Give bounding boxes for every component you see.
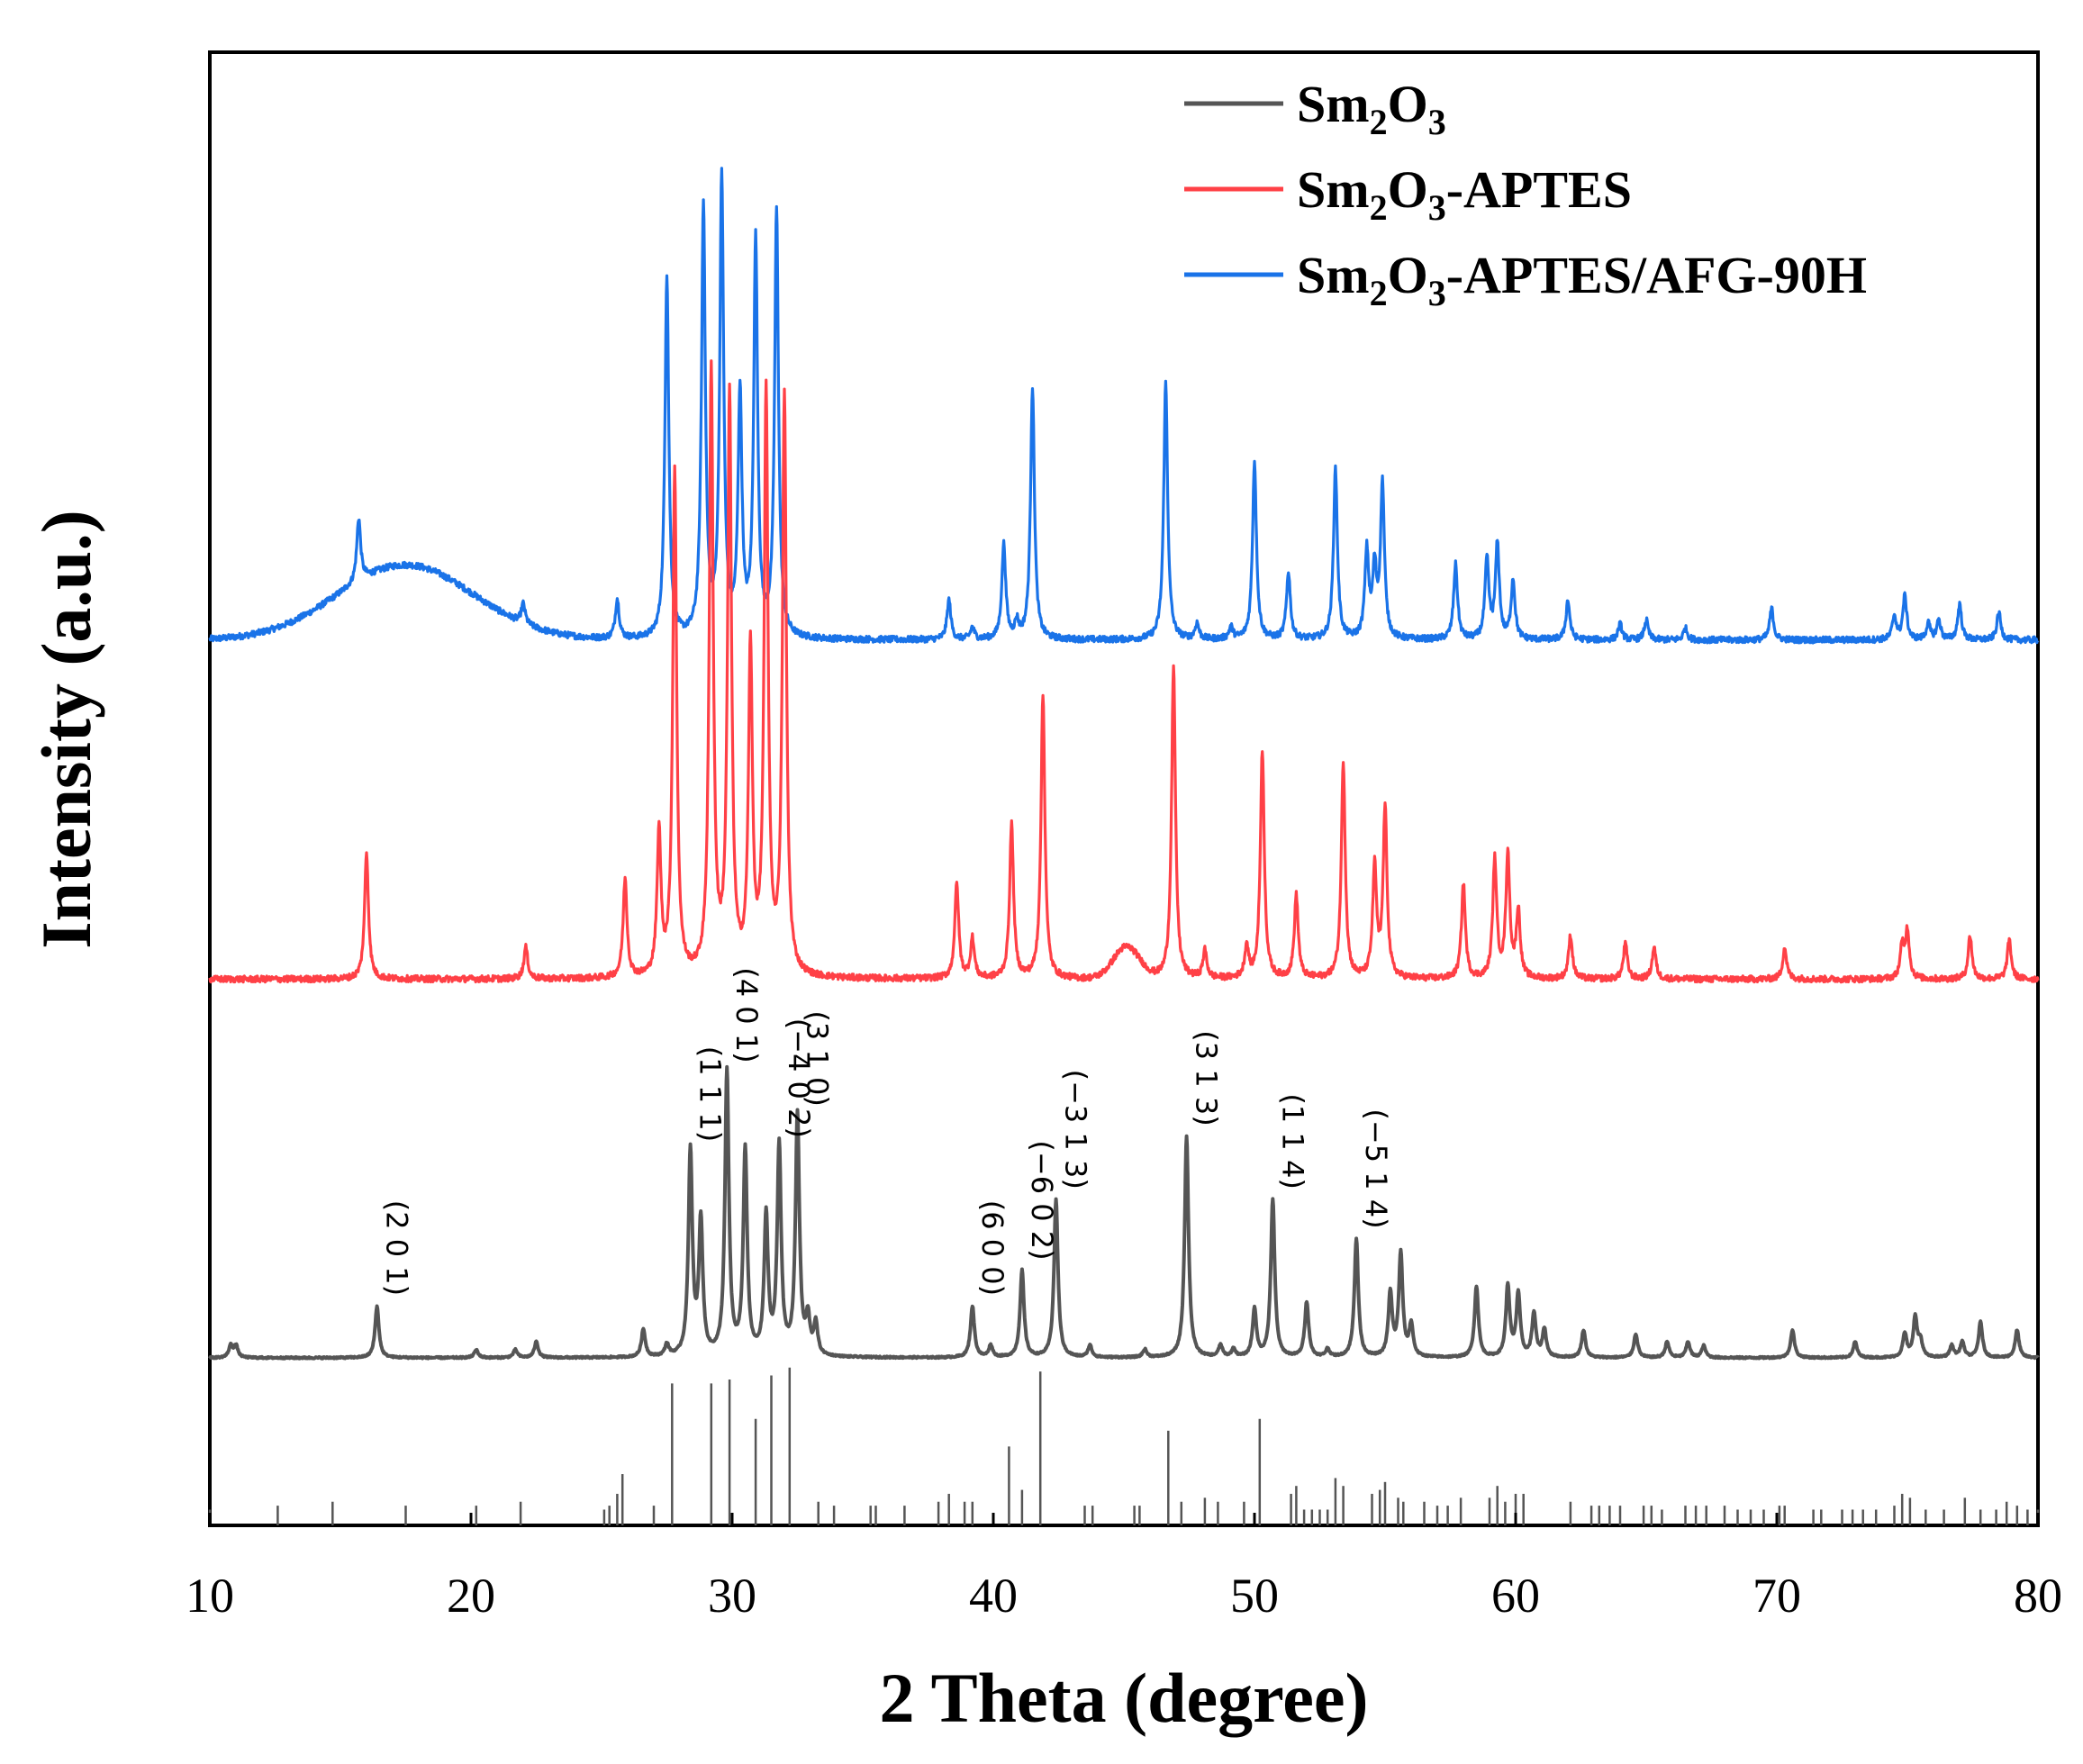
series-layer (208, 167, 2040, 1361)
legend: Sm2O3 Sm2O3-APTES Sm2O3-APTES/AFG-90H (1184, 75, 1867, 313)
x-tick-label-70: 70 (1752, 1569, 1801, 1623)
hkl-label-1: (1 1 1) (693, 1046, 728, 1142)
series-line-0 (208, 167, 2040, 645)
x-tick-label-10: 10 (186, 1569, 234, 1623)
series-line-1 (208, 359, 2040, 984)
hkl-label-8: (3 1 3) (1190, 1030, 1224, 1126)
hkl-label-9: (1 1 4) (1275, 1093, 1309, 1189)
x-tick-label-50: 50 (1230, 1569, 1279, 1623)
x-tick-label-80: 80 (2014, 1569, 2062, 1623)
hkl-label-6: (−6 0 2) (1025, 1140, 1059, 1260)
series-line-2 (208, 1064, 2040, 1361)
hkl-annotations: (2 0 1) (1 1 1)(4 0 1) (−4 0 2)(3 1 0) (6 0… (380, 967, 1393, 1296)
reference-pattern (208, 1367, 2040, 1525)
x-axis-title: 2 Theta (degree) (880, 1659, 1369, 1737)
x-axis-ticks: 10 20 30 40 50 60 70 80 (186, 1513, 2062, 1623)
hkl-label-4: (3 1 0) (801, 1010, 835, 1106)
hkl-label-3: (−4 0 2) (782, 1018, 816, 1138)
x-tick-label-40: 40 (969, 1569, 1018, 1623)
legend-label-0: Sm2O3 (1297, 75, 1446, 142)
plot-frame (208, 50, 2040, 1527)
x-tick-label-30: 30 (708, 1569, 756, 1623)
hkl-label-2: (4 0 1) (729, 967, 764, 1063)
legend-label-1: Sm2O3-APTES (1297, 160, 1632, 228)
hkl-label-0: (2 0 1) (380, 1200, 414, 1296)
hkl-label-5: (6 0 0) (975, 1200, 1010, 1296)
legend-label-2: Sm2O3-APTES/AFG-90H (1297, 246, 1867, 313)
y-axis-title: Intensity (a.u.) (27, 510, 105, 949)
hkl-label-10: (−5 1 4) (1359, 1108, 1393, 1228)
x-tick-label-60: 60 (1491, 1569, 1540, 1623)
hkl-label-7: (−3 1 3) (1059, 1070, 1093, 1190)
x-tick-label-20: 20 (447, 1569, 495, 1623)
